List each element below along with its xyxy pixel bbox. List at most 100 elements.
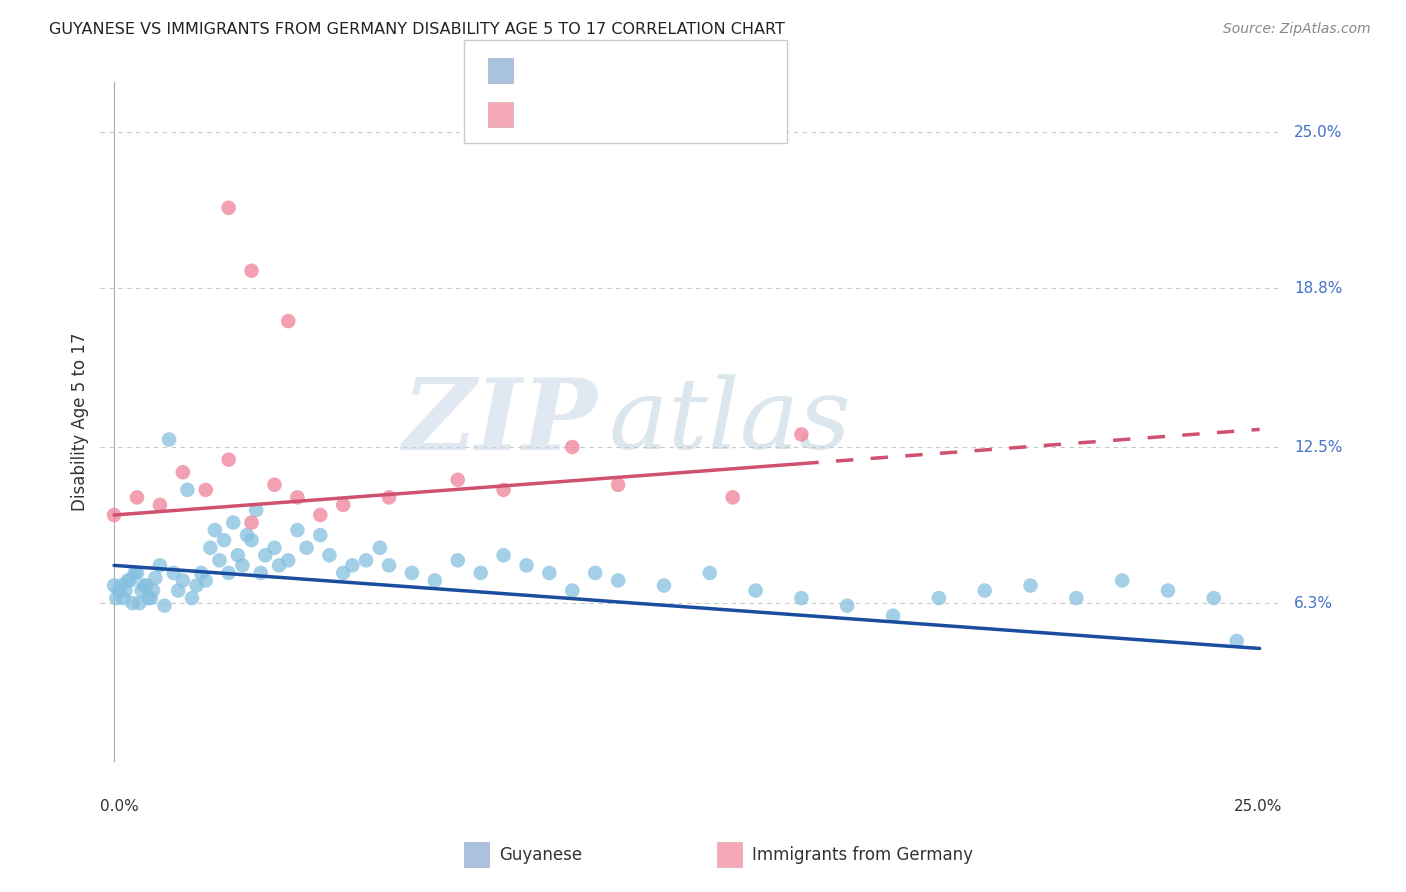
Point <box>107 583 129 598</box>
Text: Immigrants from Germany: Immigrants from Germany <box>752 846 973 863</box>
Point <box>309 528 332 542</box>
Point <box>222 516 245 530</box>
Point <box>194 483 217 497</box>
Point <box>744 583 766 598</box>
Point <box>790 427 813 442</box>
Point <box>120 574 142 588</box>
Point <box>231 558 253 573</box>
Text: R =: R = <box>524 106 561 124</box>
Text: Guyanese: Guyanese <box>499 846 582 863</box>
Point <box>114 583 136 598</box>
Text: 18: 18 <box>669 106 692 124</box>
Point <box>378 491 401 505</box>
Point <box>699 566 721 580</box>
Point <box>973 583 995 598</box>
Text: 18.8%: 18.8% <box>1295 281 1343 296</box>
Point <box>153 599 176 613</box>
Point <box>254 549 277 563</box>
Point <box>287 523 309 537</box>
Point <box>1226 634 1249 648</box>
Point <box>190 566 212 580</box>
Text: 0.0%: 0.0% <box>100 799 139 814</box>
Text: -0.142: -0.142 <box>560 62 619 79</box>
Point <box>561 583 583 598</box>
Point <box>1111 574 1133 588</box>
Point <box>1202 591 1225 606</box>
Point <box>157 433 180 447</box>
Point <box>277 553 299 567</box>
Point <box>149 558 172 573</box>
Point <box>423 574 446 588</box>
Point <box>607 574 630 588</box>
Point <box>194 574 217 588</box>
Point <box>1066 591 1088 606</box>
Point <box>103 508 125 522</box>
Point <box>112 591 135 606</box>
Point <box>240 533 263 548</box>
Point <box>167 583 190 598</box>
Point <box>342 558 364 573</box>
Point <box>200 541 222 555</box>
Point <box>332 566 354 580</box>
Point <box>378 558 401 573</box>
Point <box>470 566 492 580</box>
Point <box>143 571 166 585</box>
Point <box>249 566 271 580</box>
Point <box>142 583 165 598</box>
Point <box>368 541 391 555</box>
Point <box>561 440 583 454</box>
Point <box>139 591 162 606</box>
Point <box>263 477 285 491</box>
Text: R =: R = <box>524 62 561 79</box>
Text: 0.134: 0.134 <box>560 106 619 124</box>
Point <box>263 541 285 555</box>
Point <box>309 508 332 522</box>
Point <box>212 533 235 548</box>
Point <box>447 473 470 487</box>
Point <box>928 591 950 606</box>
Text: 12.5%: 12.5% <box>1295 440 1343 455</box>
Text: N =: N = <box>627 106 675 124</box>
Point <box>354 553 377 567</box>
Text: N =: N = <box>627 62 675 79</box>
Point <box>172 574 194 588</box>
Text: GUYANESE VS IMMIGRANTS FROM GERMANY DISABILITY AGE 5 TO 17 CORRELATION CHART: GUYANESE VS IMMIGRANTS FROM GERMANY DISA… <box>49 22 785 37</box>
Point <box>186 578 208 592</box>
Point <box>245 503 267 517</box>
Point <box>204 523 226 537</box>
Point <box>163 566 186 580</box>
Point <box>208 553 231 567</box>
Point <box>401 566 423 580</box>
Point <box>135 578 157 592</box>
Point <box>105 591 128 606</box>
Text: 25.0%: 25.0% <box>1295 125 1343 140</box>
Point <box>1019 578 1042 592</box>
Point <box>882 608 904 623</box>
Point <box>121 596 143 610</box>
Point <box>277 314 299 328</box>
Text: Source: ZipAtlas.com: Source: ZipAtlas.com <box>1223 22 1371 37</box>
Text: atlas: atlas <box>609 374 852 469</box>
Point <box>132 578 155 592</box>
Point <box>218 452 240 467</box>
Text: 25.0%: 25.0% <box>1234 799 1282 814</box>
Point <box>240 516 263 530</box>
Point <box>287 491 309 505</box>
Point <box>117 574 139 588</box>
Point <box>176 483 198 497</box>
Point <box>138 591 160 606</box>
Point <box>110 578 132 592</box>
Text: ZIP: ZIP <box>402 374 598 470</box>
Point <box>125 566 148 580</box>
Text: 6.3%: 6.3% <box>1295 596 1333 611</box>
Point <box>103 578 125 592</box>
Point <box>837 599 859 613</box>
Point <box>790 591 813 606</box>
Point <box>721 491 744 505</box>
Point <box>492 483 515 497</box>
Point <box>236 528 259 542</box>
Point <box>124 566 146 580</box>
Point <box>267 558 290 573</box>
Point <box>538 566 561 580</box>
Point <box>652 578 675 592</box>
